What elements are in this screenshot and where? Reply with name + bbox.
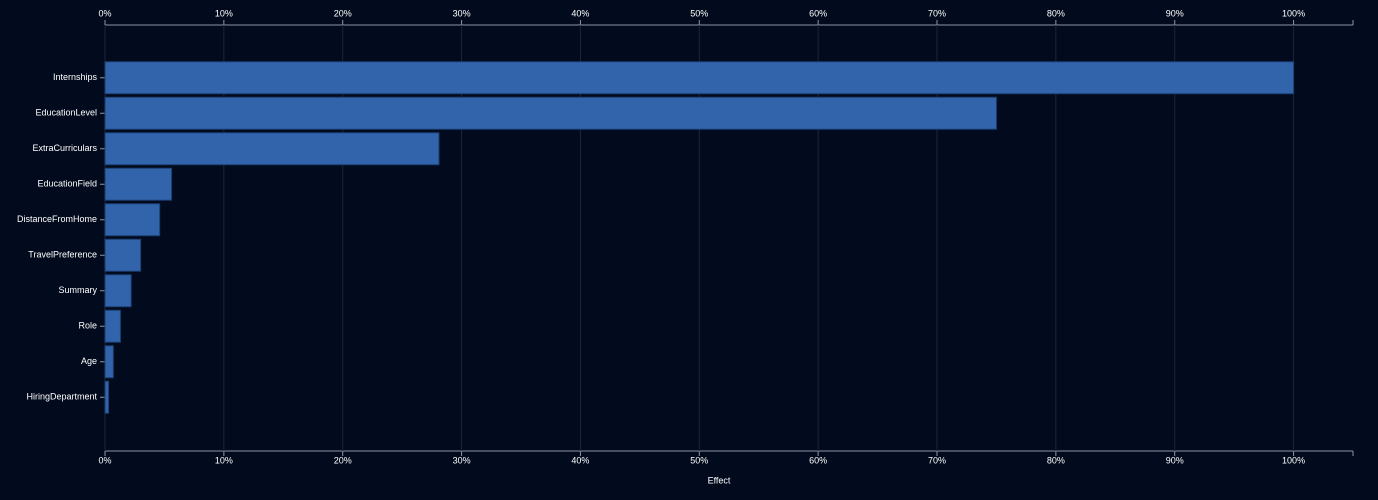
x-tick-label: 0%	[98, 455, 111, 465]
x-tick-label: 100%	[1282, 455, 1305, 465]
x-tick-label-top: 100%	[1282, 8, 1305, 18]
y-tick-label: DistanceFromHome	[17, 214, 97, 224]
y-tick-label: Internships	[53, 72, 98, 82]
bar	[104, 309, 121, 343]
x-tick-label: 10%	[215, 455, 233, 465]
x-tick-label-top: 0%	[98, 8, 111, 18]
y-tick-label: HiringDepartment	[26, 392, 97, 402]
x-axis-label: Effect	[708, 475, 731, 485]
x-tick-label: 20%	[334, 455, 352, 465]
bar	[104, 96, 997, 130]
x-tick-label-top: 60%	[809, 8, 827, 18]
x-tick-label-top: 90%	[1166, 8, 1184, 18]
x-tick-label: 70%	[928, 455, 946, 465]
x-tick-label-top: 70%	[928, 8, 946, 18]
x-tick-label-top: 30%	[453, 8, 471, 18]
bar	[104, 274, 132, 308]
y-tick-label: Age	[81, 356, 97, 366]
x-tick-label: 60%	[809, 455, 827, 465]
bar	[104, 203, 161, 237]
bar	[104, 238, 142, 272]
bar	[104, 132, 440, 166]
y-tick-label: TravelPreference	[28, 250, 97, 260]
bar	[104, 345, 114, 379]
bar	[104, 380, 110, 414]
x-tick-label-top: 80%	[1047, 8, 1065, 18]
y-tick-label: Role	[78, 321, 97, 331]
x-tick-label-top: 20%	[334, 8, 352, 18]
bar	[104, 61, 1295, 95]
x-tick-label: 30%	[453, 455, 471, 465]
x-tick-label-top: 10%	[215, 8, 233, 18]
x-tick-label-top: 50%	[690, 8, 708, 18]
bar	[104, 167, 173, 201]
y-tick-label: ExtraCurriculars	[32, 143, 97, 153]
x-tick-label: 50%	[690, 455, 708, 465]
x-tick-label: 40%	[571, 455, 589, 465]
x-tick-label: 90%	[1166, 455, 1184, 465]
x-tick-label-top: 40%	[571, 8, 589, 18]
y-tick-label: EducationLevel	[35, 108, 97, 118]
y-tick-label: Summary	[58, 285, 97, 295]
x-tick-label: 80%	[1047, 455, 1065, 465]
y-tick-label: EducationField	[37, 179, 97, 189]
